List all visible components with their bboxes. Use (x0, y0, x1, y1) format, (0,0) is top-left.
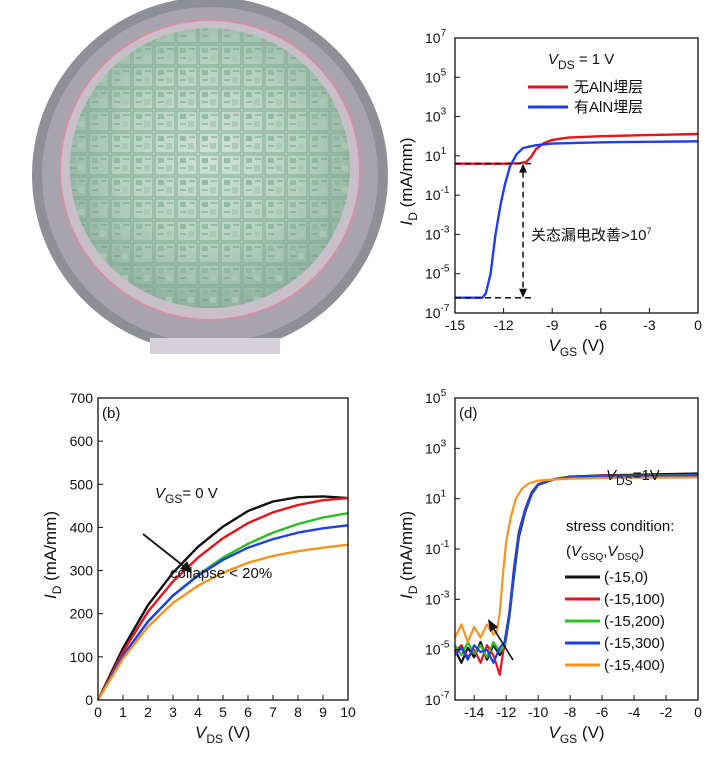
legend-label: (-15,100) (604, 591, 665, 608)
arrow-head-up (519, 163, 528, 173)
legend-subtitle: (VGSQ,VDSQ) (566, 543, 644, 563)
y-tick-label: 101 (425, 146, 447, 164)
x-tick-label: -6 (595, 317, 608, 333)
y-tick-label: 10-5 (425, 640, 450, 658)
collapse-annotation: collapse < 20% (170, 565, 272, 582)
series-line-2 (96, 512, 349, 701)
y-tick-label: 300 (70, 563, 94, 579)
x-tick-label: -9 (546, 317, 559, 333)
y-tick-label: 10-3 (425, 589, 450, 607)
x-tick-label: 3 (169, 704, 177, 720)
x-tick-label: -4 (628, 704, 641, 720)
shift-arrow-head (488, 619, 498, 632)
chart-panel-d: -14 -12 -10 -8 -6 -4 -2 0 105 103 101 10-1 10-3 10-5 1… (397, 388, 702, 746)
y-tick-label: 10-1 (425, 185, 450, 203)
x-tick-label: 8 (294, 704, 302, 720)
wafer-flat (150, 338, 280, 354)
y-tick-label: 700 (70, 390, 94, 406)
chart-transfer-top: -15 -12 -9 -6 -3 0 107 105 103 101 10-1 10-3 10-5 10-… (397, 28, 702, 359)
series-line-0 (96, 495, 349, 701)
y-tick-label: 10-5 (425, 264, 450, 282)
y-axis-title: ID (mA/mm) (397, 511, 420, 599)
y-tick-label: 101 (425, 489, 447, 507)
condition-label: VDS = 1 V (548, 51, 614, 72)
series-line-0 (455, 132, 699, 165)
x-tick-label: -15 (445, 317, 465, 333)
x-tick-label: -12 (493, 317, 513, 333)
y-tick-label: 10-7 (425, 690, 450, 708)
series-line-4 (454, 476, 699, 644)
collapse-arrow (142, 533, 187, 569)
x-tick-label: 0 (94, 704, 102, 720)
legend-label: 有AlN埋层 (574, 99, 643, 116)
x-tick-label: -3 (643, 317, 656, 333)
x-axis-title: VGS (V) (549, 723, 605, 746)
series-line-1 (455, 140, 699, 299)
y-tick-label: 105 (425, 388, 447, 406)
x-tick-label: 10 (340, 704, 356, 720)
x-tick-label: -12 (496, 704, 516, 720)
y-tick-label: 107 (425, 28, 447, 46)
y-tick-label: 600 (70, 433, 94, 449)
x-tick-label: 5 (219, 704, 227, 720)
y-tick-label: 400 (70, 519, 94, 535)
legend-title: stress condition: (566, 518, 674, 535)
x-axis-title: VGS (V) (549, 336, 605, 359)
x-tick-label: -10 (528, 704, 548, 720)
y-tick-label: 103 (425, 107, 447, 125)
series-line-4 (96, 543, 349, 701)
vgs-annotation: VGS= 0 V (155, 485, 218, 506)
arrow-head-down (519, 288, 528, 298)
legend-label: (-15,200) (604, 613, 665, 630)
x-tick-label: 6 (244, 704, 252, 720)
x-tick-label: 0 (694, 704, 702, 720)
x-tick-label: -14 (464, 704, 484, 720)
x-tick-label: 0 (694, 317, 702, 333)
y-tick-label: 0 (85, 692, 93, 708)
y-tick-label: 200 (70, 606, 94, 622)
condition-label-d: VDS=1V (606, 467, 660, 488)
legend-label: (-15,400) (604, 657, 665, 674)
x-tick-label: 9 (319, 704, 327, 720)
y-tick-label: 100 (70, 649, 94, 665)
y-tick-label: 105 (425, 67, 447, 85)
x-tick-label: -2 (660, 704, 673, 720)
series-line-3 (454, 474, 699, 664)
x-tick-label: 4 (194, 704, 202, 720)
legend-label: (-15,300) (604, 635, 665, 652)
x-tick-label: -6 (596, 704, 609, 720)
collapse-arrow-head (180, 561, 192, 573)
x-tick-label: 2 (144, 704, 152, 720)
shift-arrow (491, 625, 514, 661)
x-tick-label: 7 (269, 704, 277, 720)
x-tick-label: 1 (119, 704, 127, 720)
y-tick-label: 103 (425, 438, 447, 456)
y-tick-label: 10-3 (425, 224, 450, 242)
y-axis-title: ID (mA/mm) (397, 138, 420, 226)
wafer-photo (32, 0, 388, 354)
y-axis-title: ID (mA/mm) (41, 511, 64, 599)
x-tick-label: -8 (564, 704, 577, 720)
y-tick-label: 10-1 (425, 539, 450, 557)
series-line-3 (96, 524, 349, 701)
legend-label: 无AlN埋层 (574, 79, 643, 96)
panel-label-b: (b) (102, 405, 120, 422)
leakage-annotation: 关态漏电改善>107 (531, 226, 651, 244)
wafer-die-grid (70, 28, 350, 308)
y-tick-label: 500 (70, 476, 94, 492)
plot-frame (454, 37, 699, 314)
series-line-1 (96, 496, 349, 701)
legend-label: (-15,0) (604, 569, 648, 586)
panel-label-d: (d) (459, 405, 477, 422)
y-tick-label: 10-7 (425, 303, 450, 321)
x-axis-title: VDS (V) (195, 723, 250, 746)
